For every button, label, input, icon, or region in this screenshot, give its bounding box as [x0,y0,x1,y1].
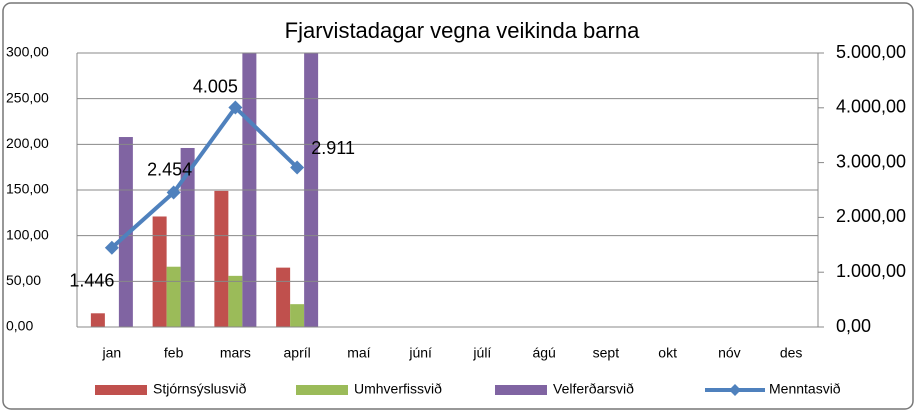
bar [166,266,181,327]
data-label: 2.911 [311,138,355,158]
y2-tick-label: 4.000,00 [836,97,906,117]
line-marker [290,160,305,175]
legend-label: Velferðarsvið [553,381,634,397]
legend-swatch [296,385,348,395]
bar [118,137,133,327]
line-marker [104,240,119,255]
x-tick-label: júlí [472,345,491,361]
legend-label: Umhverfissvið [354,381,442,397]
legend-label: Stjórnsýslusvið [153,381,247,397]
plot-area [90,53,319,327]
data-label: 2.454 [147,159,192,179]
line [110,104,299,250]
legend-label: Menntasvið [769,381,841,397]
y-tick-label: 200,00 [6,135,49,151]
bar [304,53,319,327]
bar [276,267,291,327]
x-tick-label: feb [164,345,184,361]
x-tick-label: mars [220,345,251,361]
x-tick-label: sept [593,345,620,361]
y2-tick-label: 5.000,00 [836,42,906,62]
x-tick-label: jan [102,345,122,361]
bar [180,147,195,327]
bar [214,190,229,327]
y2-tick-label: 0,00 [836,316,871,336]
x-tick-label: nóv [718,345,741,361]
y2-tick-label: 3.000,00 [836,151,906,171]
x-tick-label: des [780,345,803,361]
bar [242,53,257,327]
legend-marker [729,384,741,396]
legend-swatch [495,385,547,395]
chart-title: Fjarvistadagar vegna veikinda barna [285,18,640,43]
data-label: 1.446 [69,271,114,291]
y2-tick-label: 2.000,00 [836,206,906,226]
bar [90,313,105,327]
bar [290,304,305,327]
y-tick-label: 250,00 [6,89,49,105]
x-tick-label: maí [347,345,370,361]
line-marker [166,185,181,200]
line-marker [228,100,243,115]
data-label: 4.005 [193,76,238,96]
bar [228,275,243,327]
y-tick-label: 100,00 [6,226,49,242]
y-tick-label: 150,00 [6,181,49,197]
x-tick-label: júní [408,345,432,361]
y2-tick-label: 1.000,00 [836,261,906,281]
legend-swatch [95,385,147,395]
y-tick-label: 300,00 [6,44,49,60]
y-tick-label: 0,00 [6,318,33,334]
x-tick-label: ágú [532,345,555,361]
bar [152,216,167,327]
y-tick-label: 50,00 [6,272,41,288]
x-tick-label: okt [658,345,677,361]
x-tick-label: apríl [284,345,311,361]
